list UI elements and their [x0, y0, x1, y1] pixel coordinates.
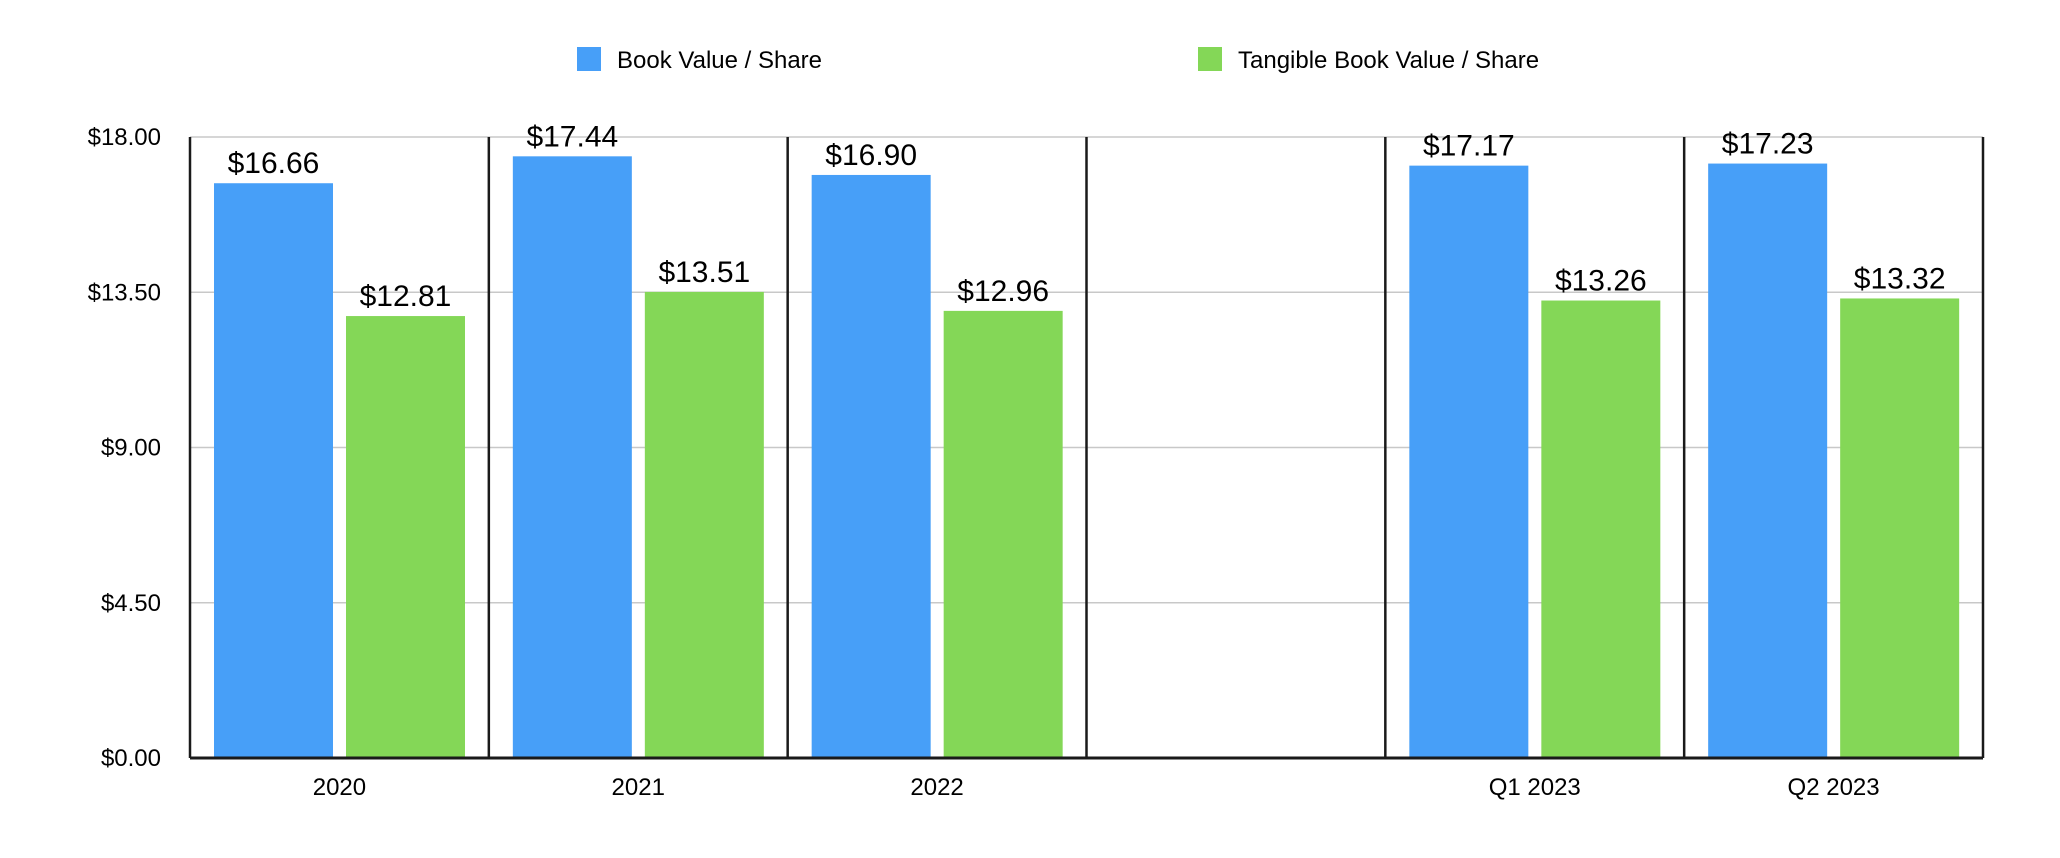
legend-swatch — [577, 47, 601, 71]
bar — [346, 316, 465, 758]
x-tick-label: 2020 — [313, 774, 366, 801]
legend-swatch — [1198, 47, 1222, 71]
bar — [644, 291, 764, 758]
bar-value-label: $17.44 — [526, 120, 618, 153]
plot-frame — [188, 137, 1985, 760]
bar — [1840, 298, 1960, 758]
legend: Book Value / Share Tangible Book Value / … — [577, 47, 1539, 74]
bar-value-label: $13.51 — [658, 256, 750, 289]
y-tick-label: $18.00 — [88, 124, 161, 151]
bar-value-label: $16.90 — [825, 139, 917, 172]
y-tick-label: $4.50 — [101, 590, 161, 617]
x-tick-label: Q1 2023 — [1489, 774, 1581, 801]
x-axis-ticks: 2020 2021 2022 Q1 2023 Q2 2023 — [313, 774, 1880, 801]
bar-value-label: $17.23 — [1722, 128, 1814, 161]
legend-label: Tangible Book Value / Share — [1238, 47, 1539, 74]
bar — [1409, 165, 1529, 758]
x-tick-label: 2022 — [910, 774, 963, 801]
bars — [214, 156, 1960, 759]
bar — [1541, 300, 1661, 758]
x-tick-label: Q2 2023 — [1788, 774, 1880, 801]
bar-value-label: $12.96 — [957, 275, 1049, 308]
y-axis-ticks: $0.00 $4.50 $9.00 $13.50 $18.00 — [88, 124, 161, 772]
bar — [943, 310, 1063, 758]
bar-value-label: $17.17 — [1423, 130, 1515, 163]
legend-label: Book Value / Share — [617, 47, 822, 74]
y-tick-label: $0.00 — [101, 745, 161, 772]
bar-value-label: $12.81 — [360, 280, 452, 313]
bar — [512, 156, 632, 758]
bar-value-label: $13.26 — [1555, 265, 1647, 298]
bar — [811, 174, 931, 758]
bar-value-label: $16.66 — [228, 147, 320, 180]
x-tick-label: 2021 — [612, 774, 665, 801]
bar-value-label: $13.32 — [1854, 262, 1946, 295]
value-labels: $16.66 $12.81 $17.44 $13.51 $16.90 $12.96 $17.… — [228, 120, 1946, 313]
bar — [1708, 163, 1828, 758]
y-tick-label: $9.00 — [101, 435, 161, 462]
bar — [214, 183, 333, 759]
y-tick-label: $13.50 — [88, 279, 161, 306]
